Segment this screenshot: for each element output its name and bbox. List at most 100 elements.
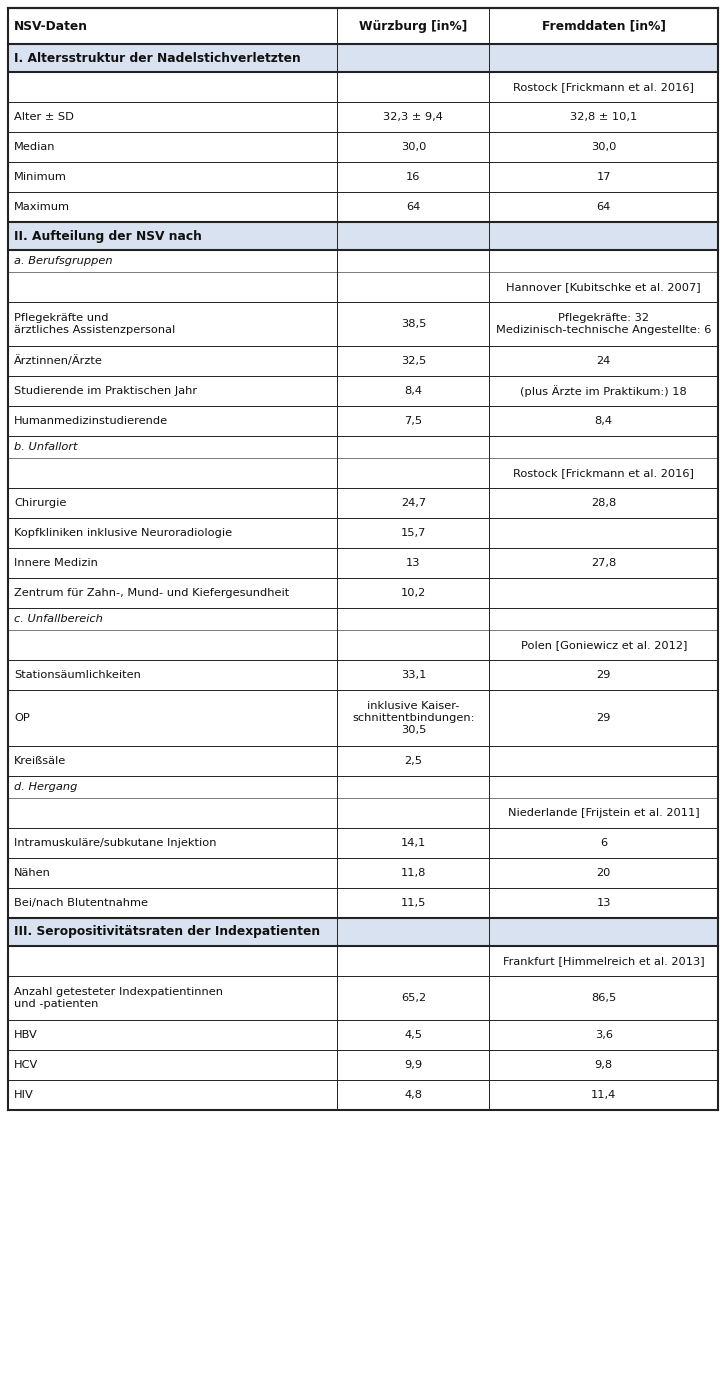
Text: Ärztinnen/Ärzte: Ärztinnen/Ärzte bbox=[14, 355, 103, 366]
Text: 14,1: 14,1 bbox=[401, 838, 426, 848]
Text: Minimum: Minimum bbox=[14, 173, 67, 182]
Bar bbox=[8, 133, 718, 162]
Bar bbox=[8, 946, 718, 976]
Bar bbox=[8, 518, 718, 548]
Text: 4,5: 4,5 bbox=[404, 1030, 423, 1040]
Bar bbox=[8, 272, 718, 302]
Text: 30,0: 30,0 bbox=[591, 142, 616, 152]
Text: 16: 16 bbox=[407, 173, 420, 182]
Bar bbox=[8, 776, 718, 798]
Text: Kreißsäle: Kreißsäle bbox=[14, 755, 66, 766]
Text: Würzburg [in%]: Würzburg [in%] bbox=[359, 19, 468, 33]
Text: Stationsäumlichkeiten: Stationsäumlichkeiten bbox=[14, 670, 141, 679]
Text: Alter ± SD: Alter ± SD bbox=[14, 112, 74, 122]
Text: 13: 13 bbox=[406, 558, 420, 568]
Text: c. Unfallbereich: c. Unfallbereich bbox=[14, 615, 103, 624]
Text: 32,3 ± 9,4: 32,3 ± 9,4 bbox=[383, 112, 444, 122]
Bar bbox=[8, 798, 718, 829]
Text: HCV: HCV bbox=[14, 1061, 38, 1070]
Text: 32,5: 32,5 bbox=[401, 356, 426, 366]
Text: Maximum: Maximum bbox=[14, 202, 70, 213]
Bar bbox=[8, 548, 718, 579]
Text: Polen [Goniewicz et al. 2012]: Polen [Goniewicz et al. 2012] bbox=[521, 639, 687, 650]
Bar bbox=[8, 162, 718, 192]
Bar bbox=[8, 1080, 718, 1110]
Text: Nähen: Nähen bbox=[14, 869, 51, 878]
Text: NSV-Daten: NSV-Daten bbox=[14, 19, 88, 33]
Bar bbox=[8, 690, 718, 746]
Bar bbox=[8, 436, 718, 458]
Text: Bei/nach Blutentnahme: Bei/nach Blutentnahme bbox=[14, 898, 148, 907]
Text: 30,0: 30,0 bbox=[401, 142, 426, 152]
Bar bbox=[8, 302, 718, 347]
Text: (plus Ärzte im Praktikum:) 18: (plus Ärzte im Praktikum:) 18 bbox=[521, 385, 687, 396]
Text: Rostock [Frickmann et al. 2016]: Rostock [Frickmann et al. 2016] bbox=[513, 468, 694, 478]
Text: 33,1: 33,1 bbox=[401, 670, 426, 679]
Text: 32,8 ± 10,1: 32,8 ± 10,1 bbox=[570, 112, 637, 122]
Bar bbox=[8, 406, 718, 436]
Bar bbox=[8, 72, 718, 102]
Text: 86,5: 86,5 bbox=[591, 993, 616, 1003]
Text: Pflegekräfte: 32
Medizinisch-technische Angestellte: 6: Pflegekräfte: 32 Medizinisch-technische … bbox=[496, 313, 711, 336]
Text: OP: OP bbox=[14, 713, 30, 724]
Text: I. Altersstruktur der Nadelstichverletzten: I. Altersstruktur der Nadelstichverletzt… bbox=[14, 51, 301, 65]
Text: Chirurgie: Chirurgie bbox=[14, 499, 66, 508]
Bar bbox=[8, 1021, 718, 1050]
Text: 4,8: 4,8 bbox=[404, 1090, 423, 1101]
Text: 27,8: 27,8 bbox=[591, 558, 616, 568]
Text: Fremddaten [in%]: Fremddaten [in%] bbox=[542, 19, 666, 33]
Bar bbox=[8, 250, 718, 272]
Text: 13: 13 bbox=[597, 898, 611, 907]
Text: Niederlande [Frijstein et al. 2011]: Niederlande [Frijstein et al. 2011] bbox=[508, 808, 700, 818]
Bar bbox=[8, 8, 718, 44]
Text: 11,5: 11,5 bbox=[401, 898, 426, 907]
Bar bbox=[8, 44, 718, 72]
Text: 64: 64 bbox=[597, 202, 611, 213]
Bar bbox=[8, 746, 718, 776]
Bar bbox=[8, 888, 718, 918]
Text: HIV: HIV bbox=[14, 1090, 33, 1101]
Text: 28,8: 28,8 bbox=[591, 499, 616, 508]
Text: d. Hergang: d. Hergang bbox=[14, 782, 78, 791]
Text: inklusive Kaiser-
schnittentbindungen:
30,5: inklusive Kaiser- schnittentbindungen: 3… bbox=[352, 702, 475, 735]
Text: 8,4: 8,4 bbox=[595, 416, 613, 425]
Text: 38,5: 38,5 bbox=[401, 319, 426, 329]
Text: 29: 29 bbox=[597, 670, 611, 679]
Bar bbox=[8, 630, 718, 660]
Bar bbox=[8, 222, 718, 250]
Text: Rostock [Frickmann et al. 2016]: Rostock [Frickmann et al. 2016] bbox=[513, 81, 694, 93]
Text: Innere Medizin: Innere Medizin bbox=[14, 558, 98, 568]
Text: 3,6: 3,6 bbox=[595, 1030, 613, 1040]
Bar bbox=[8, 192, 718, 222]
Text: Median: Median bbox=[14, 142, 55, 152]
Bar bbox=[8, 608, 718, 630]
Text: 24: 24 bbox=[597, 356, 611, 366]
Text: 10,2: 10,2 bbox=[401, 588, 426, 598]
Text: 8,4: 8,4 bbox=[404, 387, 423, 396]
Text: Hannover [Kubitschke et al. 2007]: Hannover [Kubitschke et al. 2007] bbox=[506, 282, 701, 291]
Bar bbox=[8, 976, 718, 1021]
Text: 2,5: 2,5 bbox=[404, 755, 423, 766]
Text: b. Unfallort: b. Unfallort bbox=[14, 442, 78, 452]
Text: Kopfkliniken inklusive Neuroradiologie: Kopfkliniken inklusive Neuroradiologie bbox=[14, 528, 232, 539]
Text: 11,4: 11,4 bbox=[591, 1090, 616, 1101]
Text: Studierende im Praktischen Jahr: Studierende im Praktischen Jahr bbox=[14, 387, 197, 396]
Text: 65,2: 65,2 bbox=[401, 993, 426, 1003]
Text: Anzahl getesteter Indexpatientinnen
und -patienten: Anzahl getesteter Indexpatientinnen und … bbox=[14, 987, 223, 1010]
Bar bbox=[8, 1050, 718, 1080]
Text: 6: 6 bbox=[600, 838, 607, 848]
Bar bbox=[8, 347, 718, 376]
Text: Intramuskuläre/subkutane Injektion: Intramuskuläre/subkutane Injektion bbox=[14, 838, 216, 848]
Bar bbox=[8, 487, 718, 518]
Text: II. Aufteilung der NSV nach: II. Aufteilung der NSV nach bbox=[14, 229, 202, 243]
Text: a. Berufsgruppen: a. Berufsgruppen bbox=[14, 255, 113, 267]
Bar bbox=[8, 102, 718, 133]
Text: 20: 20 bbox=[597, 869, 611, 878]
Text: 15,7: 15,7 bbox=[401, 528, 426, 539]
Text: III. Seropositivitätsraten der Indexpatienten: III. Seropositivitätsraten der Indexpati… bbox=[14, 925, 320, 939]
Text: 9,8: 9,8 bbox=[595, 1061, 613, 1070]
Bar bbox=[8, 660, 718, 690]
Text: 17: 17 bbox=[597, 173, 611, 182]
Bar bbox=[8, 918, 718, 946]
Text: 9,9: 9,9 bbox=[404, 1061, 423, 1070]
